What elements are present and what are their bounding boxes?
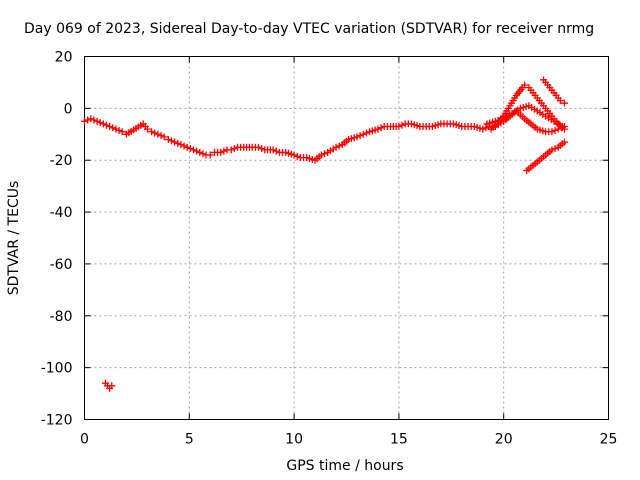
data-point (556, 97, 564, 105)
data-point (254, 143, 262, 151)
data-point-fill (398, 121, 406, 129)
data-point-fill (356, 132, 364, 140)
data-point-fill (151, 129, 159, 137)
data-point (359, 130, 367, 138)
data-point (521, 81, 529, 89)
data-point-fill (115, 126, 123, 134)
data-point-fill (482, 124, 490, 132)
y-tick-label: -120 (41, 413, 73, 429)
data-point-fill (193, 147, 201, 155)
data-point-fill (180, 142, 188, 150)
series-rising-arcs (487, 81, 568, 133)
data-point-fill (84, 116, 92, 124)
data-point (206, 151, 214, 159)
data-point-fill (157, 132, 165, 140)
data-point-fill (90, 116, 98, 124)
data-point-fill (167, 137, 175, 145)
data-point-fill (103, 121, 111, 129)
data-point (154, 130, 162, 138)
data-point (548, 146, 556, 154)
data-point (106, 123, 114, 131)
x-tick-label: 5 (185, 432, 194, 448)
data-point (112, 125, 120, 133)
x-axis-ticks: 0 5 10 15 20 25 (80, 56, 618, 448)
data-point-fill (109, 124, 117, 132)
data-point (99, 120, 107, 128)
data-point (183, 143, 191, 151)
data-point (353, 133, 361, 141)
data-point-fill (377, 124, 385, 132)
data-point (548, 128, 556, 136)
data-point-fill (199, 150, 207, 158)
x-tick-label: 25 (600, 432, 618, 448)
data-point (196, 148, 204, 156)
series-outlier (101, 379, 116, 392)
y-tick-label: -40 (50, 205, 73, 221)
data-point-fill (335, 142, 343, 150)
y-tick-label: -60 (50, 257, 73, 273)
x-tick-label: 15 (390, 432, 408, 448)
x-tick-label: 10 (285, 432, 303, 448)
data-point (560, 99, 568, 107)
data-point (317, 151, 325, 159)
data-point (217, 148, 225, 156)
chart-title: Day 069 of 2023, Sidereal Day-to-day VTE… (24, 21, 594, 37)
data-point-fill (230, 145, 238, 153)
data-point (177, 141, 185, 149)
data-point-fill (96, 119, 104, 127)
data-point (160, 133, 168, 141)
x-tick-label: 20 (495, 432, 513, 448)
data-point (395, 123, 403, 131)
data-point (108, 382, 116, 390)
x-tick-label: 0 (80, 432, 89, 448)
data-point (269, 146, 277, 154)
data-point-fill (174, 139, 182, 147)
data-point (374, 125, 382, 133)
data-point (560, 138, 568, 146)
data-point-fill (258, 145, 266, 153)
y-axis-label: SDTVAR / TECUs (6, 181, 22, 296)
x-axis-label: GPS time / hours (286, 458, 403, 474)
data-point (143, 125, 151, 133)
data-point (189, 146, 197, 154)
y-axis-ticks: 20 0 -20 -40 -60 -80 -100 -120 (41, 50, 609, 429)
plot-frame (84, 56, 609, 420)
series-late-descent (523, 138, 568, 175)
data-point (164, 135, 172, 143)
data-point (227, 146, 235, 154)
data-point (332, 143, 340, 151)
data-point-fill (362, 129, 370, 137)
grid (84, 56, 609, 420)
data-point-fill (551, 126, 559, 134)
data-point (87, 115, 95, 123)
series-main-trace (81, 107, 568, 164)
data-point (558, 123, 566, 131)
y-tick-label: -20 (50, 153, 73, 169)
data-point (479, 125, 487, 133)
data-point-fill (220, 147, 228, 155)
data-point-fill (293, 152, 301, 160)
data-point (290, 151, 298, 159)
data-point-fill (320, 150, 328, 158)
data-point-fill (551, 145, 559, 153)
data-point-fill (272, 147, 280, 155)
data-point (171, 138, 179, 146)
y-tick-label: -80 (50, 309, 73, 325)
data-point (93, 117, 101, 125)
data-point (81, 117, 88, 125)
data-point-fill (186, 145, 194, 153)
series-late-rise (540, 76, 568, 107)
y-tick-label: 20 (55, 50, 73, 66)
data-points (81, 76, 568, 392)
y-tick-label: -100 (41, 361, 73, 377)
data-point (118, 128, 126, 136)
data-point (148, 128, 156, 136)
series-falling-arcs (483, 102, 566, 131)
y-tick-label: 0 (64, 101, 73, 117)
